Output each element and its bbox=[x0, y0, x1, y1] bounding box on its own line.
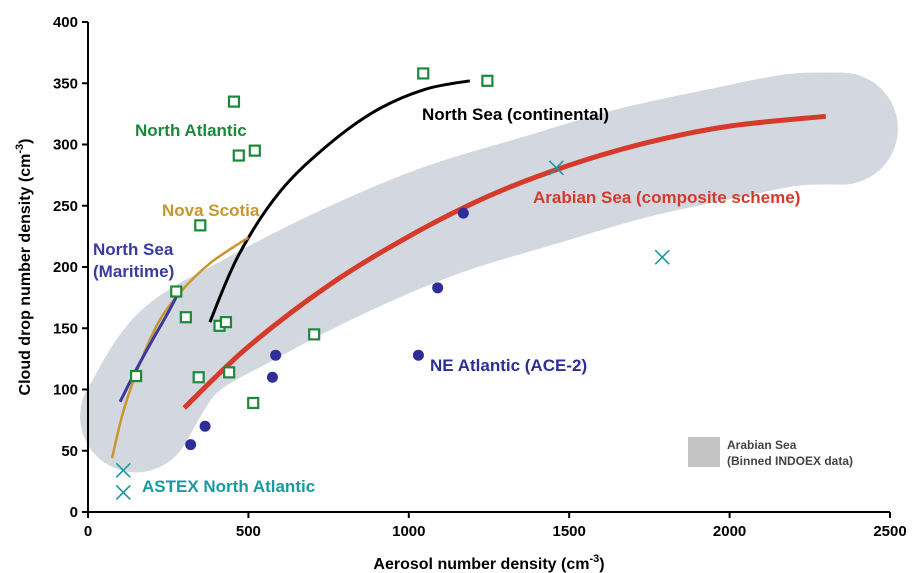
point-ne-atlantic bbox=[412, 349, 424, 361]
point-north-atlantic bbox=[227, 95, 241, 108]
annotation-north-sea-maritime-line2: (Maritime) bbox=[93, 262, 174, 281]
point-astex bbox=[654, 249, 670, 265]
point-north-atlantic bbox=[247, 396, 260, 410]
point-north-atlantic bbox=[481, 74, 494, 87]
annotation-ne-atlantic: NE Atlantic (ACE-2) bbox=[430, 356, 587, 375]
point-north-atlantic bbox=[219, 316, 233, 329]
y-tick-label: 100 bbox=[53, 382, 78, 399]
point-north-atlantic bbox=[192, 371, 205, 384]
legend-label-line2: (Binned INDOEX data) bbox=[727, 454, 853, 468]
curve-north-sea-continental bbox=[208, 79, 471, 323]
y-tick-label: 250 bbox=[53, 198, 78, 215]
point-north-atlantic bbox=[179, 311, 192, 324]
x-ticks: 0 500 1000 1500 2000 2500 bbox=[84, 512, 907, 540]
x-tick-label: 1000 bbox=[392, 523, 425, 540]
y-axis-label: Cloud drop number density (cm-3) bbox=[14, 139, 34, 396]
y-ticks: 0 50 100 150 200 250 300 350 400 bbox=[53, 14, 88, 521]
x-tick-label: 500 bbox=[236, 523, 261, 540]
legend: Arabian Sea (Binned INDOEX data) bbox=[688, 437, 853, 468]
annotation-arabian-sea-composite: Arabian Sea (composite scheme) bbox=[533, 188, 800, 207]
point-north-atlantic bbox=[170, 285, 183, 298]
y-tick-label: 350 bbox=[53, 75, 78, 92]
point-ne-atlantic bbox=[266, 371, 278, 383]
point-north-atlantic bbox=[232, 149, 245, 162]
point-ne-atlantic bbox=[270, 349, 282, 361]
legend-label-line1: Arabian Sea bbox=[727, 438, 797, 452]
point-north-atlantic bbox=[417, 67, 430, 80]
point-ne-atlantic bbox=[457, 207, 469, 219]
point-ne-atlantic bbox=[432, 282, 444, 294]
x-tick-label: 1500 bbox=[553, 523, 586, 540]
y-tick-label: 0 bbox=[70, 504, 78, 521]
x-tick-label: 0 bbox=[84, 523, 92, 540]
x-tick-label: 2500 bbox=[873, 523, 906, 540]
legend-swatch bbox=[688, 437, 720, 467]
point-ne-atlantic bbox=[185, 439, 197, 451]
y-tick-label: 150 bbox=[53, 320, 78, 337]
point-astex bbox=[548, 160, 564, 176]
annotation-nova-scotia: Nova Scotia bbox=[162, 201, 260, 220]
point-ne-atlantic bbox=[199, 420, 211, 432]
point-north-atlantic bbox=[248, 144, 261, 157]
curve-nova-scotia bbox=[110, 236, 250, 459]
point-north-atlantic bbox=[194, 219, 207, 232]
curve-arabian-sea-composite-scheme bbox=[182, 113, 827, 410]
point-north-atlantic bbox=[223, 366, 236, 379]
annotation-north-sea-maritime-line1: North Sea bbox=[93, 240, 174, 259]
data-points bbox=[115, 67, 670, 500]
point-astex bbox=[115, 484, 131, 500]
point-north-atlantic bbox=[308, 328, 321, 341]
y-tick-label: 400 bbox=[53, 14, 78, 31]
annotation-north-atlantic: North Atlantic bbox=[135, 121, 247, 140]
y-tick-label: 200 bbox=[53, 259, 78, 276]
annotation-astex: ASTEX North Atlantic bbox=[142, 477, 315, 496]
y-tick-label: 50 bbox=[61, 443, 78, 460]
y-tick-label: 300 bbox=[53, 137, 78, 154]
annotation-north-sea-continental: North Sea (continental) bbox=[422, 105, 609, 124]
x-axis-label: Aerosol number density (cm-3) bbox=[373, 553, 604, 573]
x-tick-label: 2000 bbox=[713, 523, 746, 540]
point-north-atlantic bbox=[130, 369, 143, 383]
point-astex bbox=[115, 462, 131, 478]
